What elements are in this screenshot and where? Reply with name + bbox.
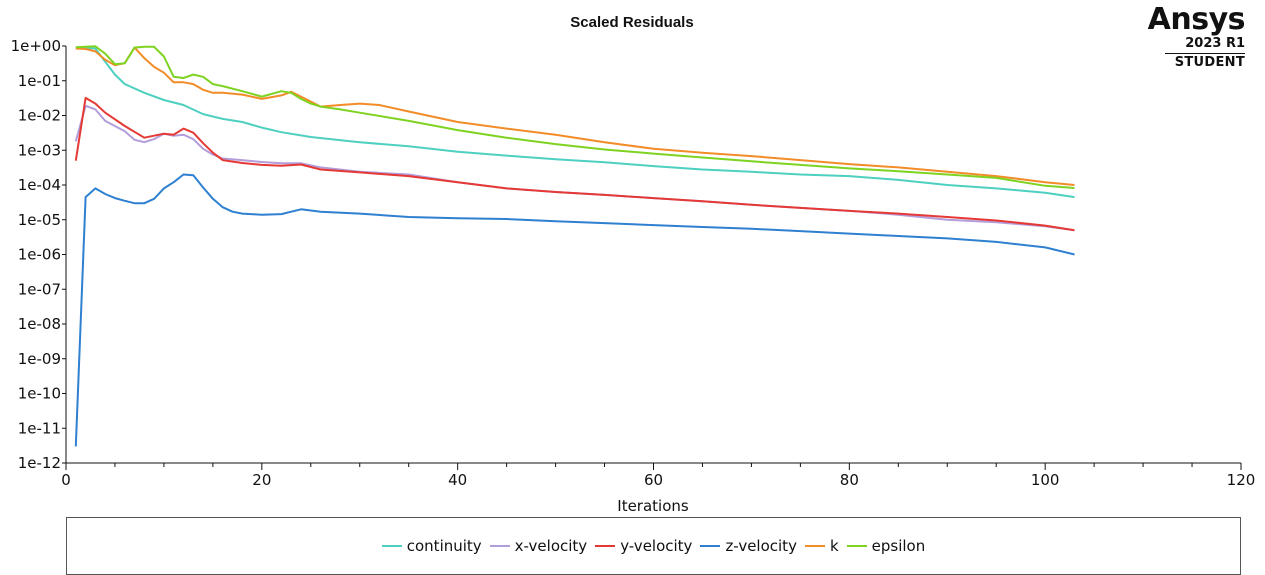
- y-tick-label: 1e-09: [18, 350, 61, 368]
- x-axis: 0 20 40 60 80 100 120: [61, 463, 1255, 489]
- x-tick-label: 40: [448, 471, 467, 489]
- series-line-x-velocity: [74, 104, 1075, 232]
- y-tick-label: 1e-02: [18, 107, 61, 125]
- legend-item-continuity: continuity: [381, 537, 482, 555]
- y-tick-label: 1e+00: [11, 37, 61, 55]
- legend-label: continuity: [406, 537, 482, 555]
- legend-label: epsilon: [871, 537, 926, 555]
- legend-items: continuity x-velocity y-velocity z-velocity…: [67, 537, 1240, 555]
- logo-brand: Ansys: [1147, 2, 1246, 37]
- legend-swatch: [489, 544, 510, 547]
- y-tick-label: 1e-10: [18, 385, 61, 403]
- y-tick-label: 1e-06: [18, 246, 61, 264]
- legend-swatch: [846, 544, 867, 547]
- y-tick-label: 1e-03: [18, 141, 61, 159]
- series-line-continuity: [75, 46, 1075, 199]
- logo-edition: STUDENT: [1174, 55, 1245, 70]
- legend-swatch: [381, 544, 402, 547]
- legend-swatch: [804, 544, 825, 547]
- legend-label: z-velocity: [725, 537, 797, 555]
- y-tick-label: 1e-04: [18, 176, 61, 194]
- ansys-logo: Ansys 2023 R1 STUDENT: [1145, 2, 1246, 72]
- logo-version: 2023 R1: [1165, 36, 1245, 54]
- legend-item-k: k: [804, 537, 839, 555]
- legend-item-z-velocity: z-velocity: [700, 537, 797, 555]
- y-tick-label: 1e-07: [18, 280, 61, 298]
- residuals-chart: Scaled Residuals 1e+00 1e-01 1e-02 1e-03 1e-…: [11, 14, 1256, 515]
- legend-label: x-velocity: [514, 537, 588, 555]
- y-tick-label: 1e-01: [18, 72, 61, 90]
- series-line-z-velocity: [74, 173, 1075, 447]
- series-lines: [74, 45, 1075, 447]
- x-tick-label: 0: [61, 471, 71, 489]
- y-axis: 1e+00 1e-01 1e-02 1e-03 1e-04 1e-05 1e-06 1e-07…: [11, 37, 66, 472]
- legend-label: k: [829, 537, 839, 555]
- legend-label: y-velocity: [620, 537, 693, 555]
- legend-swatch: [595, 544, 616, 547]
- x-tick-label: 20: [252, 471, 271, 489]
- y-tick-label: 1e-12: [18, 454, 61, 472]
- series-line-y-velocity: [74, 96, 1075, 232]
- x-tick-label: 120: [1227, 471, 1256, 489]
- y-tick-label: 1e-11: [18, 419, 61, 437]
- legend-item-epsilon: epsilon: [846, 537, 926, 555]
- y-tick-label: 1e-08: [18, 315, 61, 333]
- x-axis-title: Iterations: [617, 497, 689, 515]
- x-tick-label: 80: [840, 471, 859, 489]
- series-line-epsilon: [75, 45, 1075, 189]
- y-tick-label: 1e-05: [18, 211, 61, 229]
- legend-item-y-velocity: y-velocity: [595, 537, 692, 555]
- chart-title: Scaled Residuals: [570, 14, 693, 31]
- legend-item-x-velocity: x-velocity: [489, 537, 588, 555]
- series-line-k: [75, 46, 1075, 186]
- legend-swatch: [700, 544, 721, 547]
- x-tick-label: 100: [1031, 471, 1060, 489]
- x-tick-label: 60: [644, 471, 663, 489]
- legend: continuity x-velocity y-velocity z-velocity…: [66, 517, 1241, 575]
